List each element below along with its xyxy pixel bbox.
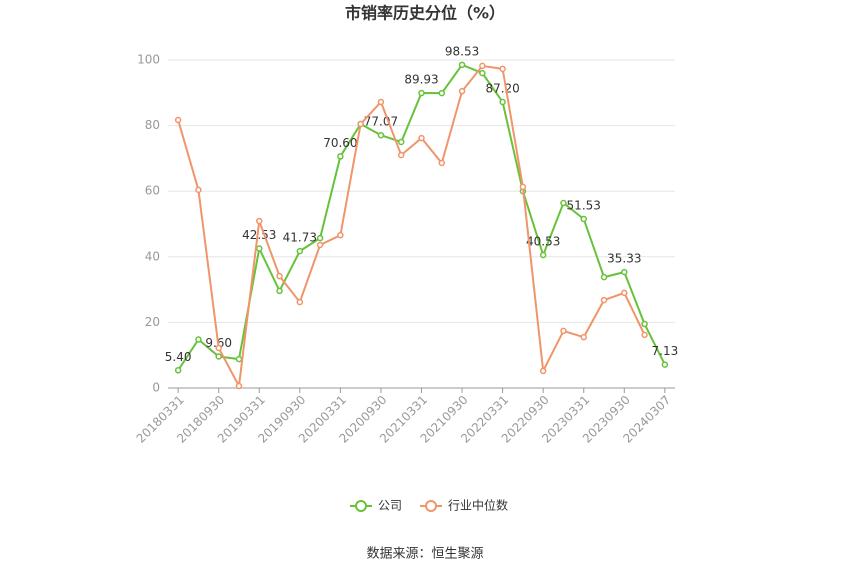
point: [580, 215, 587, 223]
point: [479, 62, 486, 70]
point: [215, 353, 222, 360]
point: [215, 344, 222, 352]
point: [256, 245, 263, 252]
point: [519, 183, 527, 191]
point: [438, 89, 446, 97]
series-line: [177, 63, 666, 371]
y-tick-label: 80: [145, 118, 160, 132]
point: [641, 331, 648, 339]
point: [580, 333, 587, 341]
data-label: 98.53: [445, 44, 479, 58]
data-label: 40.53: [526, 235, 560, 249]
y-tick-label: 60: [145, 184, 160, 198]
data-label: 35.33: [607, 252, 641, 266]
point: [276, 272, 283, 280]
point: [621, 289, 628, 297]
data-label: 51.53: [567, 198, 601, 212]
point: [316, 241, 324, 249]
series-line: [177, 64, 646, 390]
data-label: 77.07: [364, 115, 398, 129]
point: [539, 367, 547, 375]
chart-title: 市销率历史分位（%）: [345, 4, 505, 23]
y-tick-label: 100: [137, 53, 160, 67]
point: [337, 231, 344, 239]
point: [296, 298, 304, 306]
point: [397, 151, 405, 159]
point: [661, 361, 669, 368]
point: [256, 217, 263, 225]
point: [195, 336, 202, 343]
data-label: 87.20: [485, 81, 519, 95]
point: [641, 320, 648, 328]
legend-label: 行业中位数: [448, 498, 508, 513]
data-label: 70.60: [323, 136, 357, 150]
data-label: 89.93: [404, 73, 438, 87]
point: [438, 159, 446, 167]
point: [621, 268, 628, 276]
point: [600, 273, 608, 281]
point: [276, 287, 283, 295]
legend-marker: [355, 500, 367, 512]
point: [316, 234, 324, 242]
point: [600, 296, 608, 304]
point: [337, 153, 344, 160]
data-label: 41.73: [283, 231, 317, 245]
point: [377, 131, 385, 139]
point: [357, 120, 364, 128]
data-label: 42.53: [242, 228, 276, 242]
y-tick-label: 0: [152, 381, 160, 395]
point: [479, 69, 486, 77]
y-tick-label: 40: [145, 249, 160, 263]
point: [418, 134, 425, 142]
point: [296, 247, 304, 255]
point: [174, 367, 182, 374]
point: [560, 199, 567, 207]
point: [174, 116, 182, 124]
point: [235, 355, 243, 363]
point: [418, 89, 425, 97]
point: [499, 65, 506, 73]
data-label: 5.40: [165, 350, 192, 364]
point: [458, 61, 466, 69]
source: 数据来源：恒生聚源: [366, 547, 483, 562]
point: [195, 186, 202, 194]
point: [499, 98, 506, 106]
y-tick-label: 20: [145, 315, 160, 329]
point: [539, 251, 547, 259]
legend-marker: [425, 500, 438, 512]
data-label: 7.13: [652, 344, 679, 358]
point: [458, 87, 466, 95]
point: [235, 382, 243, 390]
legend-label: 公司: [378, 499, 402, 513]
point: [397, 138, 405, 146]
point: [377, 98, 385, 106]
point: [560, 327, 567, 335]
